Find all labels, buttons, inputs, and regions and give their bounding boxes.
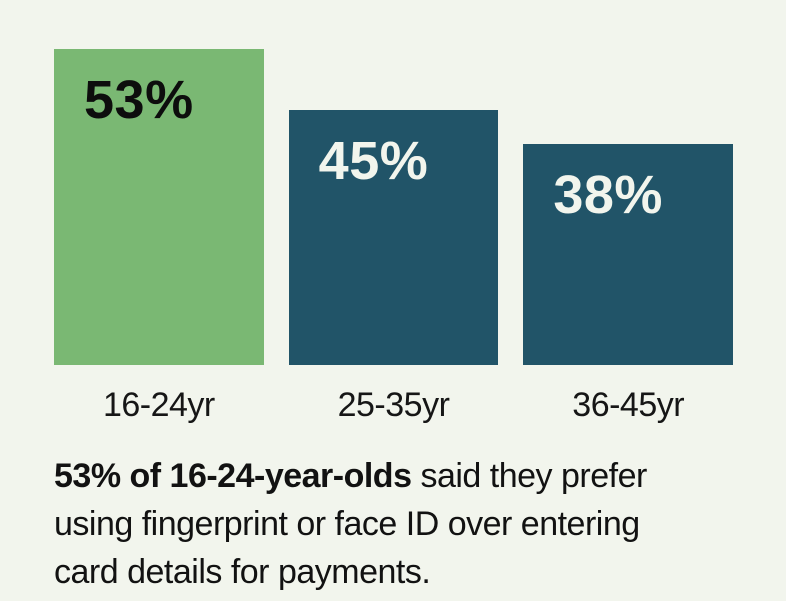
bar-column-36-45yr: 38% xyxy=(523,144,734,365)
caption-highlight: 53% of 16-24-year-olds xyxy=(54,456,412,495)
caption-text: card details for payments. xyxy=(54,552,431,591)
bar-chart: 53% 45% 38% xyxy=(54,49,734,365)
bar-value-label: 38% xyxy=(553,165,663,225)
bar-value-label: 45% xyxy=(318,131,429,191)
bar-category-label: 36-45yr xyxy=(572,386,685,424)
bar-category-label: 25-35yr xyxy=(337,386,450,424)
caption: 53% of 16-24-year-olds said they prefer … xyxy=(54,452,733,596)
caption-text: using fingerprint or face ID over enteri… xyxy=(54,504,640,543)
bar-category-label: 16-24yr xyxy=(102,386,215,424)
bar-36-45yr: 38% xyxy=(523,144,734,365)
caption-text: said they prefer xyxy=(411,456,647,495)
bar-16-24yr: 53% xyxy=(54,49,264,365)
bar-value-label: 53% xyxy=(84,70,194,130)
bar-column-25-35yr: 45% xyxy=(288,110,499,365)
caption-line: using fingerprint or face ID over enteri… xyxy=(54,500,733,548)
category-labels: 16-24yr 25-35yr 36-45yr xyxy=(54,385,733,426)
bar-25-35yr: 45% xyxy=(288,110,499,365)
bar-column-16-24yr: 53% xyxy=(54,49,264,365)
caption-line: 53% of 16-24-year-olds said they prefer xyxy=(54,452,733,500)
caption-line: card details for payments. xyxy=(54,548,733,596)
